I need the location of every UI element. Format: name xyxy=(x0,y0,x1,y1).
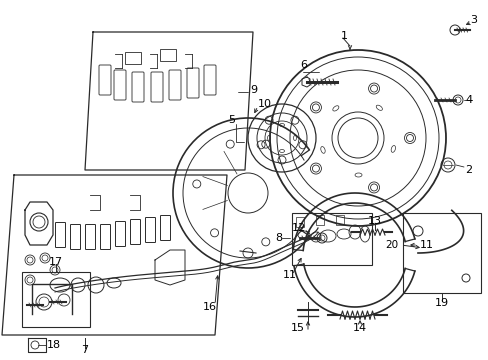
Text: 4: 4 xyxy=(464,95,471,105)
Bar xyxy=(291,213,371,265)
Bar xyxy=(125,52,141,64)
Text: 16: 16 xyxy=(203,302,217,312)
Bar xyxy=(335,215,343,225)
Text: 7: 7 xyxy=(81,345,88,355)
Text: 13: 13 xyxy=(367,216,381,226)
Text: 20: 20 xyxy=(384,240,397,250)
Text: 15: 15 xyxy=(290,323,305,333)
Text: 1: 1 xyxy=(340,31,347,41)
Text: 17: 17 xyxy=(49,257,63,267)
Text: 3: 3 xyxy=(469,15,476,25)
Text: 8: 8 xyxy=(274,233,282,243)
Text: 6: 6 xyxy=(299,60,306,70)
Bar xyxy=(315,215,324,225)
Text: 9: 9 xyxy=(249,85,257,95)
Text: 11: 11 xyxy=(283,270,296,280)
Text: 5: 5 xyxy=(227,115,235,125)
Bar xyxy=(402,213,480,293)
Text: 18: 18 xyxy=(47,340,61,350)
Bar xyxy=(22,272,90,327)
Text: 10: 10 xyxy=(258,99,271,109)
Bar xyxy=(295,217,304,227)
Text: 19: 19 xyxy=(434,298,448,308)
Text: 2: 2 xyxy=(464,165,471,175)
Text: 14: 14 xyxy=(352,323,366,333)
Text: 12: 12 xyxy=(291,223,305,233)
Bar xyxy=(160,49,176,61)
Text: 11: 11 xyxy=(419,240,433,250)
